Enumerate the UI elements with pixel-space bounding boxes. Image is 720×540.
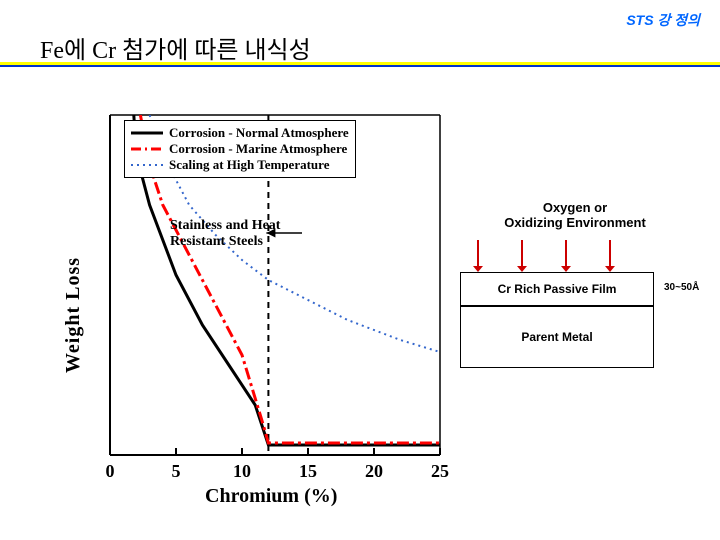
slide-root: STS 강 정의 Fe에 Cr 첨가에 따른 내식성 0510152025 Ch… [0, 0, 720, 540]
chart-annotation-arrow [0, 0, 720, 540]
oxygen-environment-label: Oxygen orOxidizing Environment [490, 200, 660, 230]
passive-film-label: Cr Rich Passive Film [498, 282, 617, 296]
film-thickness-label: 30~50Å [664, 282, 699, 293]
passive-film-box: Cr Rich Passive Film [460, 272, 654, 306]
parent-metal-box: Parent Metal [460, 306, 654, 368]
parent-metal-label: Parent Metal [521, 330, 592, 344]
